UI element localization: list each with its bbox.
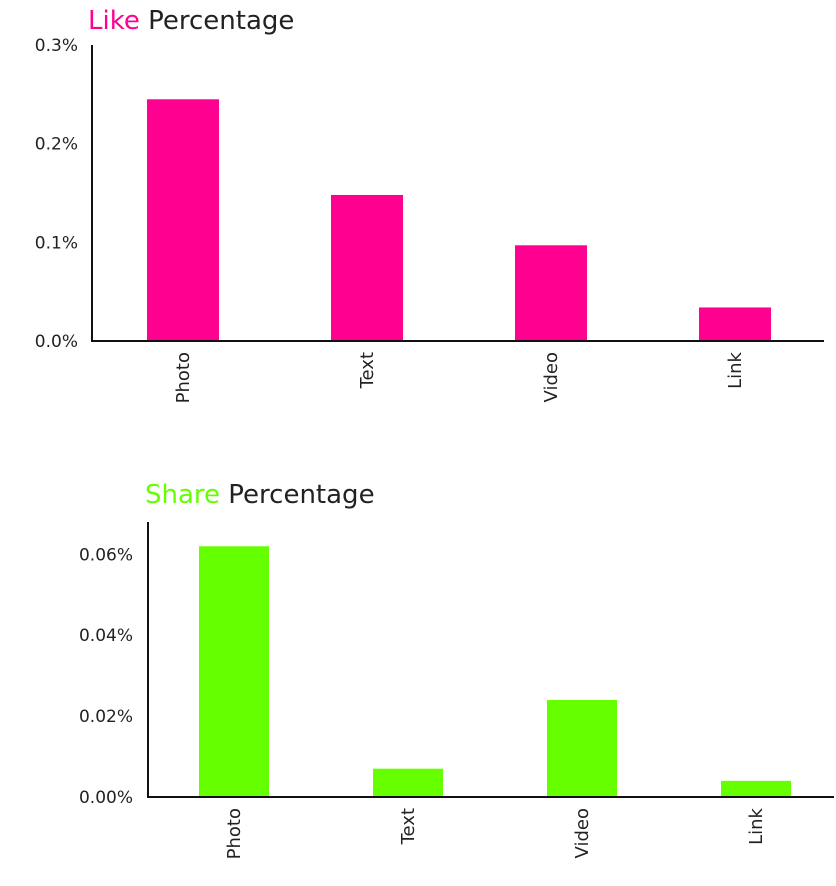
- y-tick-label: 0.04%: [79, 626, 133, 646]
- y-tick-label: 0.3%: [35, 36, 78, 56]
- chart-title: Like Percentage: [88, 6, 294, 36]
- x-tick-group: Photo Text Video Link: [173, 351, 746, 403]
- bar-group: [199, 546, 791, 797]
- x-tick-label-photo: Photo: [224, 808, 245, 859]
- bar-group: [147, 99, 771, 342]
- x-tick-label-link: Link: [725, 351, 746, 388]
- like-percentage-chart: Like Percentage 0.0% 0.1% 0.2% 0.3% Photo Te…: [35, 6, 824, 403]
- y-tick-group: 0.0% 0.1% 0.2% 0.3%: [35, 36, 78, 352]
- x-tick-label-link: Link: [746, 807, 767, 844]
- y-tick-label: 0.2%: [35, 135, 78, 155]
- bar-video: [547, 699, 617, 797]
- y-tick-label: 0.1%: [35, 233, 78, 253]
- x-tick-label-photo: Photo: [173, 352, 194, 403]
- bar-link: [699, 307, 771, 341]
- share-percentage-chart: Share Percentage 0.00% 0.02% 0.04% 0.06% Ph…: [79, 480, 834, 859]
- chart-title-rest: Percentage: [140, 6, 295, 36]
- bar-link: [721, 780, 791, 797]
- chart-title-rest: Percentage: [220, 480, 375, 510]
- x-tick-label-video: Video: [541, 352, 562, 402]
- x-tick-label-text: Text: [357, 352, 378, 389]
- x-tick-label-video: Video: [572, 808, 593, 858]
- bar-text: [373, 768, 443, 797]
- bar-text: [331, 194, 403, 341]
- y-tick-label: 0.00%: [79, 788, 133, 808]
- y-tick-group: 0.00% 0.02% 0.04% 0.06%: [79, 545, 133, 808]
- y-tick-label: 0.02%: [79, 707, 133, 727]
- chart-title: Share Percentage: [145, 480, 375, 510]
- bar-photo: [199, 546, 269, 797]
- chart-title-highlight: Share: [145, 480, 220, 510]
- chart-title-highlight: Like: [88, 6, 140, 36]
- bar-video: [515, 245, 587, 341]
- x-tick-group: Photo Text Video Link: [224, 807, 767, 859]
- bar-photo: [147, 99, 219, 342]
- x-tick-label-text: Text: [398, 808, 419, 845]
- y-tick-label: 0.0%: [35, 332, 78, 352]
- y-tick-label: 0.06%: [79, 545, 133, 565]
